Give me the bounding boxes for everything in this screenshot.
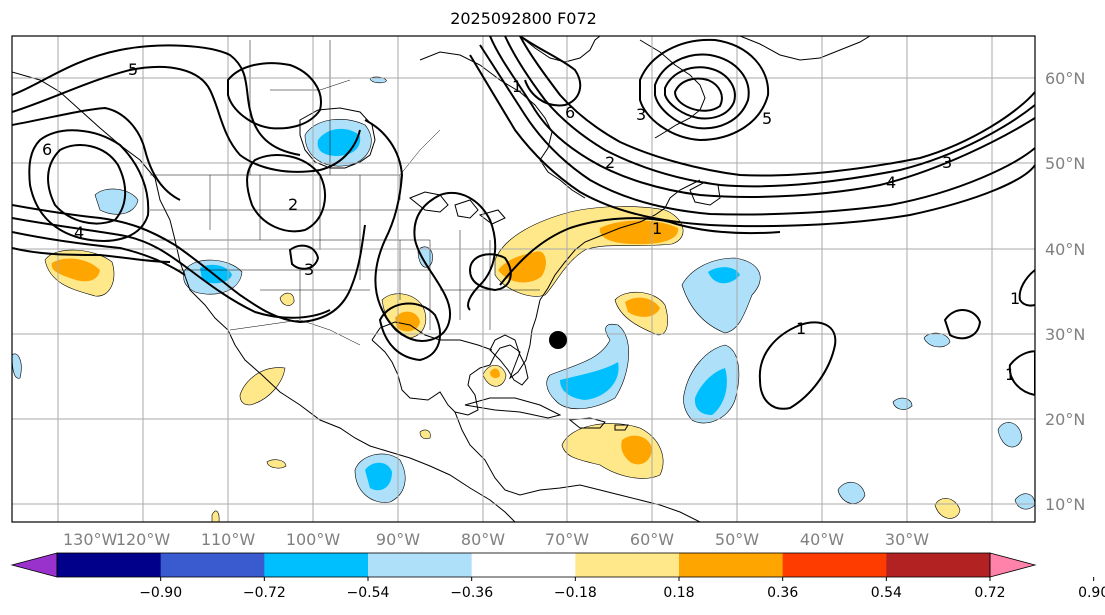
colorbar-swatch — [368, 553, 473, 577]
contour-label: 2 — [288, 195, 298, 214]
contour-label: 6 — [565, 103, 575, 122]
colorbar-tick-label: 0.90 — [1078, 585, 1105, 601]
lon-label: 30°W — [885, 530, 929, 549]
colorbar-tick-label: −0.36 — [450, 585, 493, 601]
shade-neg-e1 — [837, 482, 866, 504]
colorbar-tick-label: 0.18 — [663, 585, 694, 601]
contour-label: 3 — [304, 260, 314, 279]
shade-pos-bahamas-core — [490, 368, 500, 379]
colorbar-tick-label: −0.54 — [347, 585, 390, 601]
lat-label: 60°N — [1045, 69, 1085, 88]
contour-label: 1 — [1010, 289, 1020, 308]
colorbar-tick-label: 0.36 — [767, 585, 798, 601]
shade-neg-pacific — [94, 188, 139, 215]
contour-label: 6 — [42, 140, 52, 159]
colorbar-tick-label: −0.18 — [554, 585, 597, 601]
colorbar-extend-high — [989, 552, 1037, 578]
shade-pos-mexico — [239, 367, 286, 406]
shade-neg-atl-a — [681, 257, 761, 334]
colorbar-swatch — [264, 553, 369, 577]
lon-label: 70°W — [545, 530, 589, 549]
contour-label: 3 — [942, 153, 952, 172]
shade-neg-atl-a-core — [708, 267, 740, 284]
shade-pos-texas-core — [395, 311, 420, 332]
shade-pos-sw — [279, 292, 295, 306]
lon-label: 130°W — [63, 530, 118, 549]
contour-labels: 5 4 6 2 3 1 6 5 4 3 1 1 1 1 2 3 — [42, 60, 1020, 384]
colorbar: −0.90 −0.72 −0.54 −0.36 −0.18 0.18 0.36 0.54 0.7… — [10, 552, 1105, 601]
shade-neg-e7 — [369, 76, 387, 84]
colorbar-tick-label: −0.90 — [139, 585, 182, 601]
lon-label: 100°W — [286, 530, 341, 549]
colorbar-swatch — [886, 553, 991, 577]
colorbar-tick-label: 0.72 — [974, 585, 1005, 601]
contour-label: 4 — [74, 223, 84, 242]
lat-label: 20°N — [1045, 410, 1085, 429]
colorbar-swatch — [57, 553, 162, 577]
colorbar-swatch — [160, 553, 265, 577]
shade-neg-midwest — [417, 246, 433, 268]
shade-pos-atl-c-core — [625, 297, 660, 317]
lat-label: 10°N — [1045, 495, 1085, 514]
shade-pos-e8 — [934, 498, 961, 519]
shade-neg-bahamas-core — [560, 362, 619, 400]
lon-label: 50°W — [715, 530, 759, 549]
shade-pos-e9 — [211, 510, 220, 522]
lon-label: 110°W — [201, 530, 256, 549]
contour-label: 1 — [1005, 365, 1015, 384]
graticule — [12, 36, 1035, 522]
shade-pos-epac2 — [266, 459, 287, 469]
contour-label: 5 — [128, 60, 138, 79]
shade-pos-pacific-core — [51, 258, 100, 282]
shade-neg-e5 — [1014, 493, 1035, 510]
contour-label: 2 — [605, 153, 615, 172]
lat-labels: 60°N 50°N 40°N 30°N 20°N 10°N — [1045, 69, 1085, 514]
colorbar-swatch — [782, 553, 887, 577]
contour-label: 1 — [796, 319, 806, 338]
shade-pos-eastcoast-core2 — [599, 220, 679, 245]
contour-label: 3 — [636, 105, 646, 124]
contour-label: 4 — [886, 173, 896, 192]
lat-label: 50°N — [1045, 154, 1085, 173]
colorbar-outline — [56, 552, 991, 578]
lon-label: 60°W — [630, 530, 674, 549]
contour-label: 1 — [652, 219, 662, 238]
lon-labels: 130°W 120°W 110°W 100°W 90°W 80°W 70°W 6… — [63, 530, 929, 549]
shade-neg-epac-core — [365, 462, 392, 491]
colorbar-swatch — [679, 553, 784, 577]
contour-layer — [12, 36, 1035, 410]
shade-neg-atl-b-core — [694, 368, 727, 415]
map-title: 2025092800 F072 — [450, 9, 597, 28]
coastline-layer — [12, 36, 871, 522]
lat-label: 40°N — [1045, 240, 1085, 259]
lon-label: 120°W — [116, 530, 171, 549]
colorbar-swatch — [471, 553, 576, 577]
contour-label: 5 — [762, 109, 772, 128]
storm-center-marker — [549, 331, 567, 349]
colorbar-extend-low — [10, 552, 58, 578]
shade-neg-e6 — [12, 353, 22, 379]
shade-neg-hudson-core — [317, 128, 361, 156]
map-frame — [11, 35, 1036, 523]
colorbar-tick-label: −0.72 — [243, 585, 286, 601]
lon-label: 40°W — [800, 530, 844, 549]
contour-label: 1 — [512, 77, 522, 96]
colorbar-swatch — [575, 553, 680, 577]
shade-pos-e10 — [419, 429, 431, 440]
shade-pos-carib-core — [621, 435, 652, 465]
shade-neg-e4 — [997, 422, 1023, 448]
colorbar-tick-label: 0.54 — [871, 585, 902, 601]
lon-label: 80°W — [461, 530, 505, 549]
lat-label: 30°N — [1045, 325, 1085, 344]
lon-label: 90°W — [376, 530, 420, 549]
